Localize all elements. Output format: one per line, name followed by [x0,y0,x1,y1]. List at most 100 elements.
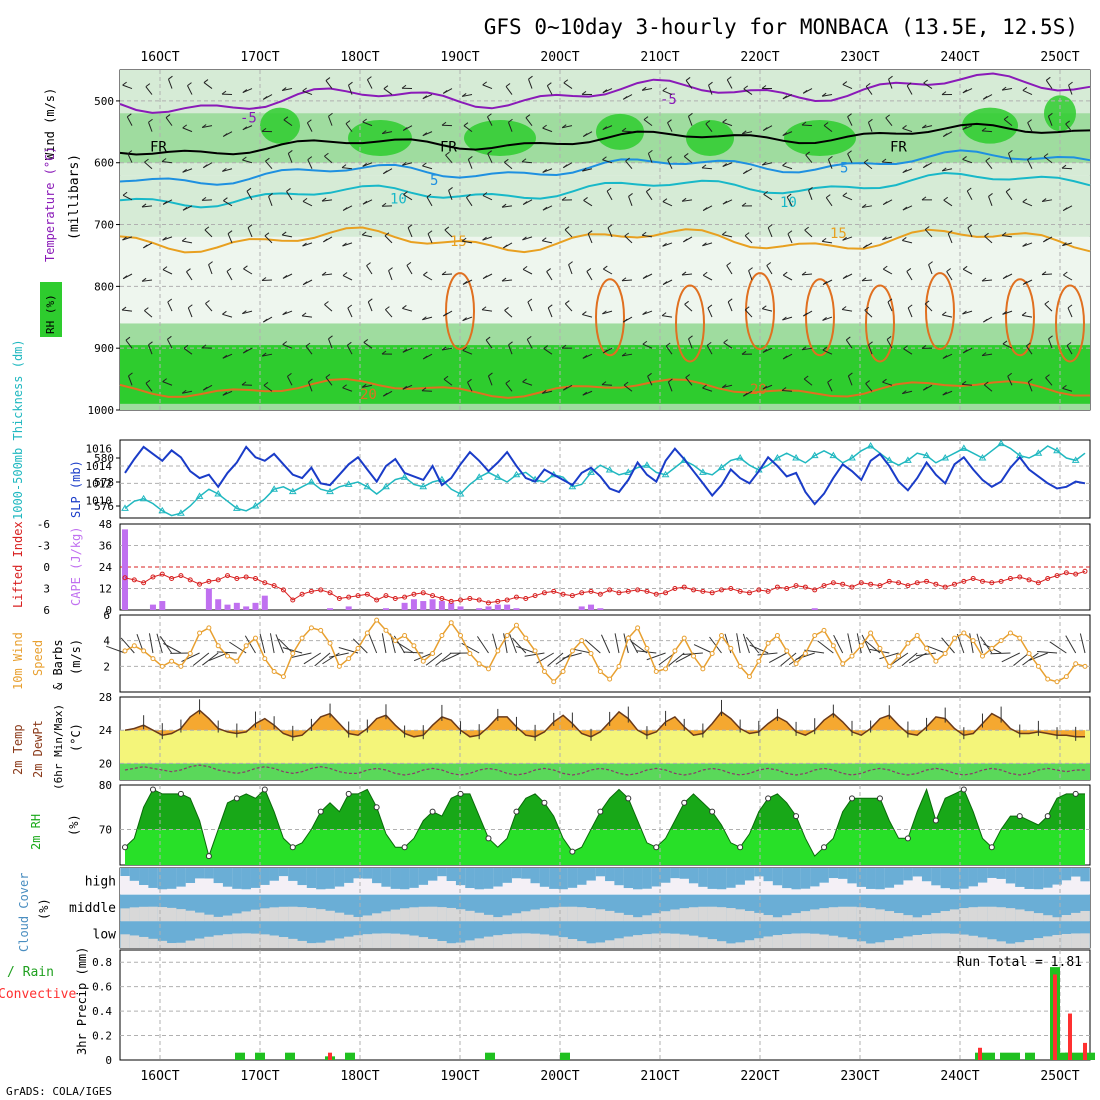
wind-barb-flag [1003,115,1009,120]
thickness-axis-label: 578 [94,476,114,489]
cloud-high-cell [521,868,531,879]
wind-barb-flag [662,281,668,285]
cloud-high-cell [400,868,410,890]
li-point [970,575,976,581]
li-point [513,594,519,600]
wind-barb [1027,122,1033,132]
cloud-high-cell [1033,868,1044,890]
rh2m-axis-label: 70 [99,823,112,836]
wind10m-barb [509,634,517,654]
wind10m-barb [833,634,844,654]
thickness-point [382,482,390,490]
wind-barb [883,268,893,275]
wind10m-point [290,651,296,656]
wind-barb-flag [804,226,809,231]
wind-barb-flag [264,232,270,237]
wind-barb-flag [503,244,508,249]
wind-barb-flag [342,272,348,276]
cloud-high-cell [493,868,503,887]
rh-moist-patch [596,113,644,150]
wind-barb [822,240,833,244]
cloud-cell [297,940,307,948]
wind-barb-flag [1048,112,1053,117]
wind-barb [842,308,853,312]
cloud-cell [586,943,596,948]
cloud-cell [726,943,736,948]
wind-barb [681,273,693,276]
li-point [886,578,892,584]
wind-barb-flag [302,242,307,247]
wind-barb [1062,242,1073,247]
cloud-high-cell [455,868,466,886]
wind10m-barb [216,651,237,654]
cloud-cell [1071,912,1081,922]
wind-barb-flag [902,206,908,211]
wind-barb-flag [541,237,547,242]
wind-barb-flag [823,122,829,126]
wind-barb [202,125,213,128]
li-point [495,598,501,604]
cloud-cell [390,909,401,922]
cape-bar [327,608,334,610]
cloud-cell [847,939,857,948]
cloud-cell [735,909,745,922]
cloud-high-cell [446,868,457,881]
wind-barb [782,316,793,321]
cloud-cell [810,909,820,922]
wind10m-point [355,645,361,651]
cloud-cell [306,907,317,922]
wind-barb-flag [522,236,527,241]
wind-barb [947,233,953,244]
cloud-cell [437,907,447,922]
wind-barb-flag [602,310,607,315]
cloud-high-cell [1005,868,1016,884]
wind-barb-flag [302,197,308,202]
wind10m-point [495,648,501,654]
cloud-high-cell [418,868,429,885]
wind10m-point [513,622,519,628]
cloud-high-cell [698,868,708,887]
cloud-level-label: high [85,874,116,889]
cloud-high-cell [530,868,540,884]
wind-barb-flag [385,306,390,310]
wind-barb-flag [522,201,528,205]
wind-barb [144,161,153,170]
wind-barb-flag [667,119,672,124]
wind-barb [744,235,753,244]
wind-barb-flag [841,306,847,310]
wind-barb-flag [1045,374,1050,379]
wind-barb [684,303,693,312]
li-point [1017,574,1023,580]
cloud-cell [539,908,550,922]
bottom-time-tick-label: 16OCT [140,1069,179,1084]
cloud-high-cell [744,868,755,881]
cloud-cell [493,917,503,922]
contour-label: 10 [780,195,797,211]
wind-barb-flag [181,237,187,242]
wind-barb-flag [561,124,567,129]
wind-barb-flag [942,355,948,359]
wind-barb [261,279,273,282]
wind-barb [1047,116,1053,126]
wind-barb-flag [505,83,511,87]
cloud-high-cell [176,868,186,887]
top-time-tick-label: 24OCT [940,50,979,65]
wind-barb [583,200,593,207]
wind-barb-flag [461,237,467,242]
wind10m-point [551,679,557,685]
cloud-cell [194,938,205,948]
wind-barb [1002,88,1013,91]
wind-barb-flag [762,385,768,390]
wind-barb-flag [723,339,728,344]
wind-barb-flag [1046,76,1051,81]
wind-barb [148,122,153,132]
wind-barb-flag [168,75,173,80]
wind10m-barb [547,652,564,667]
wind10m-barb [476,636,489,654]
wind-barb-flag [722,163,728,167]
wind10m-point [961,630,967,636]
wind-barb [962,310,973,315]
wind-barb-flag [122,236,127,241]
wind-barb [863,162,873,170]
li-point [616,590,622,596]
